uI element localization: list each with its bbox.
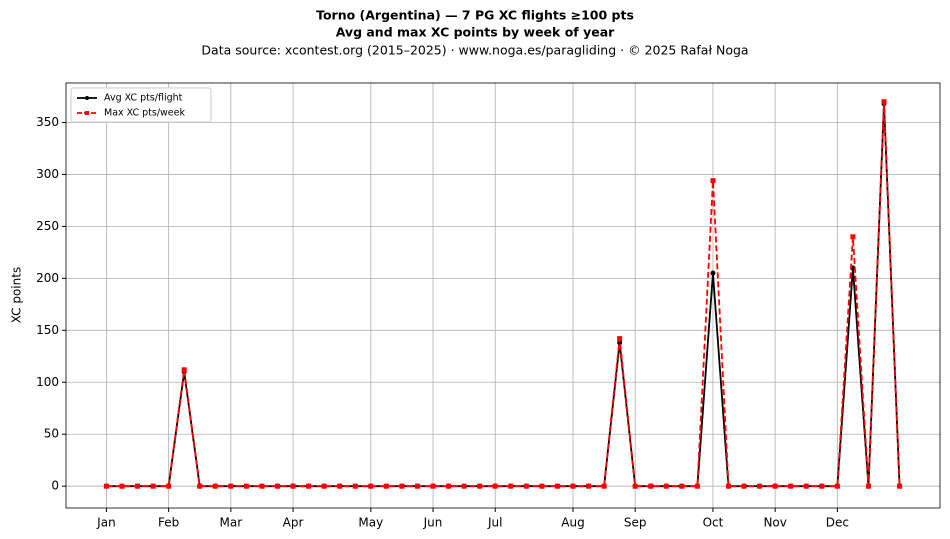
x-tick-label: Oct xyxy=(703,516,724,530)
y-tick-label: 50 xyxy=(44,427,59,441)
point xyxy=(710,270,716,276)
legend-label: Max XC pts/week xyxy=(104,108,185,119)
y-tick-label: 200 xyxy=(36,271,59,285)
point xyxy=(337,483,343,489)
point xyxy=(352,483,358,489)
point xyxy=(414,483,420,489)
point xyxy=(399,483,405,489)
x-tick-label: Sep xyxy=(624,516,647,530)
source-note: Data source: xcontest.org (2015–2025) · … xyxy=(201,43,748,58)
point xyxy=(850,234,856,240)
point xyxy=(523,483,529,489)
point xyxy=(757,483,763,489)
point xyxy=(617,336,623,342)
y-tick-label: 150 xyxy=(36,323,59,337)
point xyxy=(679,483,685,489)
y-tick-label: 350 xyxy=(36,115,59,129)
y-tick-label: 300 xyxy=(36,167,59,181)
point xyxy=(368,483,374,489)
series-line xyxy=(106,103,901,488)
point xyxy=(601,483,607,489)
point xyxy=(586,483,592,489)
point xyxy=(228,483,234,489)
point xyxy=(259,483,265,489)
point xyxy=(788,483,794,489)
point xyxy=(119,483,125,489)
point xyxy=(477,483,483,489)
point xyxy=(554,483,560,489)
point xyxy=(461,483,467,489)
y-axis-label: XC points xyxy=(10,267,24,323)
point xyxy=(725,483,731,489)
x-tick-label: Jul xyxy=(487,516,502,530)
point xyxy=(306,483,312,489)
point xyxy=(446,483,452,489)
point xyxy=(135,483,141,489)
x-tick-label: Aug xyxy=(561,516,584,530)
legend-marker xyxy=(85,111,89,115)
legend-marker xyxy=(85,96,89,100)
point xyxy=(103,483,109,489)
x-tick-label: Mar xyxy=(220,516,243,530)
point xyxy=(834,483,840,489)
point xyxy=(508,483,514,489)
x-tick-label: Feb xyxy=(158,516,179,530)
point xyxy=(819,483,825,489)
point xyxy=(741,483,747,489)
point xyxy=(321,483,327,489)
point xyxy=(150,483,156,489)
point xyxy=(275,483,281,489)
point xyxy=(881,99,887,105)
x-tick-label: Nov xyxy=(763,516,786,530)
point xyxy=(648,483,654,489)
point xyxy=(290,483,296,489)
point xyxy=(710,178,716,184)
point xyxy=(803,483,809,489)
x-tick-label: May xyxy=(358,516,383,530)
point xyxy=(181,367,187,373)
chart-title: Torno (Argentina) — 7 PG XC flights ≥100… xyxy=(316,8,634,23)
point xyxy=(663,483,669,489)
y-tick-label: 0 xyxy=(51,479,59,493)
point xyxy=(539,483,545,489)
point xyxy=(772,483,778,489)
y-tick-label: 100 xyxy=(36,375,59,389)
plot-frame xyxy=(65,82,941,509)
point xyxy=(865,483,871,489)
point xyxy=(492,483,498,489)
x-tick-label: Jan xyxy=(96,516,116,530)
point xyxy=(383,483,389,489)
point xyxy=(166,483,172,489)
legend-label: Avg XC pts/flight xyxy=(104,93,183,104)
legend: Avg XC pts/flight Max XC pts/week xyxy=(70,87,212,123)
series-line xyxy=(106,101,901,488)
y-tick-label: 250 xyxy=(36,219,59,233)
point xyxy=(694,483,700,489)
point xyxy=(243,483,249,489)
point xyxy=(632,483,638,489)
x-tick-label: Apr xyxy=(283,516,304,530)
point xyxy=(212,483,218,489)
x-tick-label: Dec xyxy=(826,516,849,530)
point xyxy=(897,483,903,489)
legend-box xyxy=(70,87,212,123)
x-tick-label: Jun xyxy=(423,516,443,530)
chart-subtitle: Avg and max XC points by week of year xyxy=(336,25,615,40)
point xyxy=(570,483,576,489)
point xyxy=(197,483,203,489)
point xyxy=(430,483,436,489)
